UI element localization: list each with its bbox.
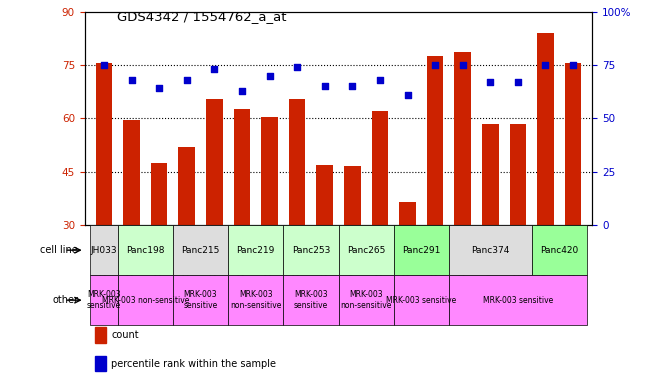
Bar [228,225,283,275]
Text: MRK-003
non-sensitive: MRK-003 non-sensitive [340,290,392,310]
Text: Panc215: Panc215 [182,246,220,255]
Bar [95,327,106,343]
Bar [427,56,443,225]
Bar [178,147,195,225]
Bar [532,225,587,275]
Text: MRK-003 sensitive: MRK-003 sensitive [386,296,456,305]
Bar [339,275,394,325]
Point [568,62,578,68]
Bar [118,225,173,275]
Text: MRK-003
sensitive: MRK-003 sensitive [87,290,121,310]
Point [209,66,219,72]
Bar [123,120,140,225]
Bar [394,275,449,325]
Bar [289,99,305,225]
Text: JH033: JH033 [90,246,117,255]
Point [485,79,495,85]
Bar [151,163,167,225]
Bar [537,33,554,225]
Text: Panc198: Panc198 [126,246,165,255]
Text: Panc219: Panc219 [236,246,275,255]
Text: other: other [52,295,78,305]
Bar [95,356,106,371]
Bar [283,225,339,275]
Bar [96,63,112,225]
Text: GDS4342 / 1554762_a_at: GDS4342 / 1554762_a_at [117,10,286,23]
Bar [90,275,118,325]
Point [237,88,247,94]
Text: cell line: cell line [40,245,78,255]
Text: count: count [111,330,139,340]
Point [402,92,413,98]
Bar [449,275,587,325]
Bar [510,124,526,225]
Bar [399,202,416,225]
Bar [372,111,388,225]
Text: MRK-003
sensitive: MRK-003 sensitive [294,290,328,310]
Point [320,83,330,89]
Text: MRK-003
sensitive: MRK-003 sensitive [184,290,217,310]
Bar [173,275,228,325]
Point [347,83,357,89]
Text: MRK-003 non-sensitive: MRK-003 non-sensitive [102,296,189,305]
Bar [339,225,394,275]
Text: MRK-003
non-sensitive: MRK-003 non-sensitive [230,290,281,310]
Bar [234,109,250,225]
Point [154,85,164,91]
Text: Panc374: Panc374 [471,246,510,255]
Text: Panc253: Panc253 [292,246,330,255]
Bar [228,275,283,325]
Bar [394,225,449,275]
Bar [344,166,361,225]
Point [540,62,551,68]
Point [375,77,385,83]
Point [126,77,137,83]
Point [292,64,302,70]
Bar [261,117,278,225]
Point [513,79,523,85]
Bar [449,225,532,275]
Bar [118,275,173,325]
Point [182,77,192,83]
Text: Panc265: Panc265 [347,246,385,255]
Bar [206,99,223,225]
Point [430,62,440,68]
Bar [283,275,339,325]
Bar [454,53,471,225]
Bar [173,225,228,275]
Point [458,62,468,68]
Bar [90,225,118,275]
Point [99,62,109,68]
Bar [482,124,499,225]
Text: Panc420: Panc420 [540,246,579,255]
Text: MRK-003 sensitive: MRK-003 sensitive [483,296,553,305]
Text: Panc291: Panc291 [402,246,441,255]
Point [264,73,275,79]
Bar [316,165,333,225]
Bar [565,63,581,225]
Text: percentile rank within the sample: percentile rank within the sample [111,359,276,369]
